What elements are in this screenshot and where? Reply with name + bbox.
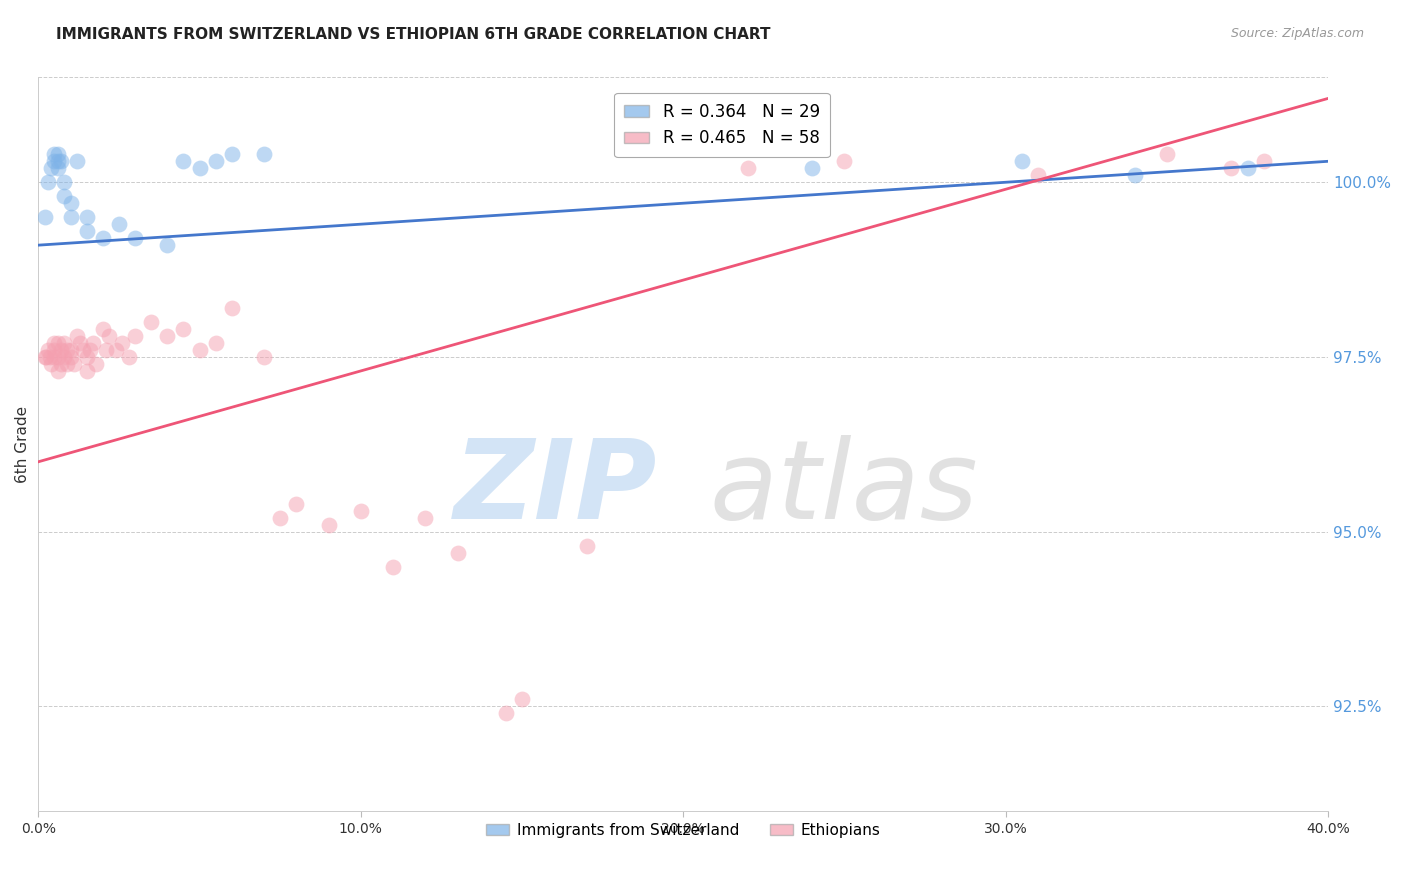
- Point: [46, 154, 69, 169]
- Point: [801, 161, 824, 176]
- Point: [59, 210, 82, 224]
- Point: [76, 350, 98, 364]
- Point: [76, 224, 98, 238]
- Legend: Immigrants from Switzerland, Ethiopians: Immigrants from Switzerland, Ethiopians: [481, 817, 886, 844]
- Point: [91, 231, 114, 245]
- Point: [91, 322, 114, 336]
- Point: [76, 210, 98, 224]
- Point: [1026, 168, 1049, 182]
- Y-axis label: 6th Grade: 6th Grade: [15, 406, 30, 483]
- Point: [1011, 154, 1033, 169]
- Point: [66, 154, 89, 169]
- Point: [98, 329, 121, 343]
- Point: [49, 154, 72, 169]
- Point: [834, 154, 856, 169]
- Point: [56, 343, 79, 357]
- Point: [737, 161, 759, 176]
- Point: [117, 350, 139, 364]
- Point: [413, 510, 436, 524]
- Point: [76, 364, 98, 378]
- Point: [510, 692, 533, 706]
- Point: [46, 161, 69, 176]
- Point: [37, 343, 59, 357]
- Text: atlas: atlas: [709, 434, 977, 541]
- Point: [59, 343, 82, 357]
- Point: [34, 210, 56, 224]
- Point: [1236, 161, 1258, 176]
- Point: [253, 350, 276, 364]
- Point: [35, 350, 58, 364]
- Point: [82, 336, 104, 351]
- Point: [39, 161, 62, 176]
- Text: Source: ZipAtlas.com: Source: ZipAtlas.com: [1230, 27, 1364, 40]
- Point: [56, 357, 79, 371]
- Point: [188, 161, 211, 176]
- Point: [46, 350, 69, 364]
- Point: [124, 329, 146, 343]
- Point: [86, 357, 108, 371]
- Point: [269, 510, 291, 524]
- Point: [204, 336, 226, 351]
- Point: [53, 350, 76, 364]
- Point: [495, 706, 517, 721]
- Point: [79, 343, 101, 357]
- Point: [46, 336, 69, 351]
- Point: [221, 301, 243, 315]
- Point: [1123, 168, 1146, 182]
- Point: [156, 329, 179, 343]
- Point: [37, 175, 59, 189]
- Point: [382, 559, 405, 574]
- Point: [1156, 147, 1178, 161]
- Point: [350, 504, 373, 518]
- Point: [94, 343, 117, 357]
- Point: [1220, 161, 1243, 176]
- Point: [44, 147, 66, 161]
- Point: [49, 343, 72, 357]
- Point: [253, 147, 276, 161]
- Point: [204, 154, 226, 169]
- Point: [285, 497, 308, 511]
- Point: [108, 217, 131, 231]
- Point: [156, 238, 179, 252]
- Point: [1253, 154, 1275, 169]
- Point: [49, 357, 72, 371]
- Point: [53, 336, 76, 351]
- Point: [111, 336, 134, 351]
- Point: [34, 350, 56, 364]
- Point: [44, 336, 66, 351]
- Point: [62, 357, 84, 371]
- Point: [53, 175, 76, 189]
- Point: [44, 350, 66, 364]
- Point: [104, 343, 127, 357]
- Point: [172, 322, 194, 336]
- Point: [39, 357, 62, 371]
- Point: [172, 154, 194, 169]
- Point: [53, 189, 76, 203]
- Point: [575, 539, 598, 553]
- Point: [66, 329, 89, 343]
- Point: [446, 546, 468, 560]
- Point: [46, 147, 69, 161]
- Point: [38, 350, 60, 364]
- Point: [44, 343, 66, 357]
- Point: [44, 154, 66, 169]
- Point: [188, 343, 211, 357]
- Point: [318, 517, 340, 532]
- Point: [59, 350, 82, 364]
- Point: [69, 336, 91, 351]
- Text: IMMIGRANTS FROM SWITZERLAND VS ETHIOPIAN 6TH GRADE CORRELATION CHART: IMMIGRANTS FROM SWITZERLAND VS ETHIOPIAN…: [56, 27, 770, 42]
- Point: [59, 196, 82, 211]
- Point: [221, 147, 243, 161]
- Text: ZIP: ZIP: [454, 434, 658, 541]
- Point: [46, 364, 69, 378]
- Point: [141, 315, 163, 329]
- Point: [72, 343, 94, 357]
- Point: [124, 231, 146, 245]
